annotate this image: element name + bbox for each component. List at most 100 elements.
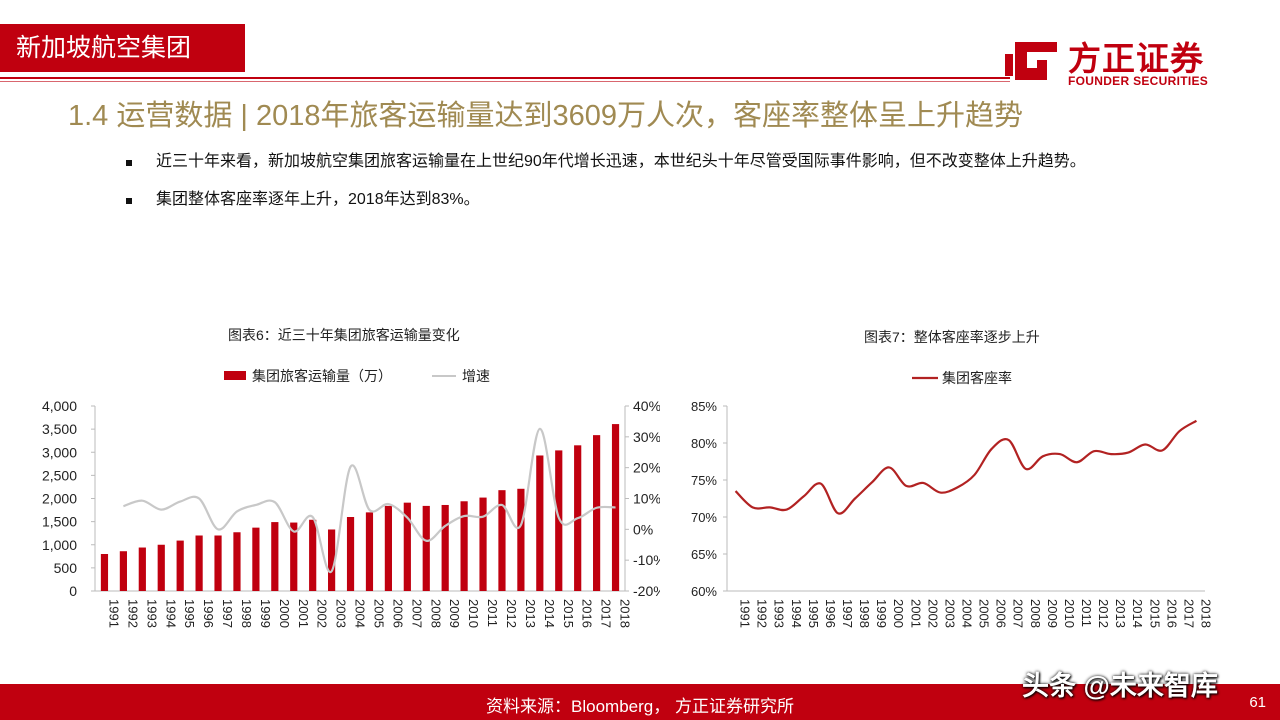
x-tick-label: 2013	[523, 599, 538, 628]
header-rule-thin	[0, 81, 1010, 82]
bar	[384, 505, 392, 591]
chart1-title: 图表6：近三十年集团旅客运输量变化	[228, 327, 460, 343]
x-tick-label: 2008	[1028, 599, 1043, 628]
legend-bar-label: 集团旅客运输量（万）	[252, 368, 392, 384]
x-tick-label: 1993	[772, 599, 787, 628]
bar	[290, 522, 298, 591]
bar	[176, 540, 184, 591]
x-tick-label: 2004	[353, 599, 368, 628]
x-tick-label: 2010	[466, 599, 481, 628]
x-tick-label: 1999	[874, 599, 889, 628]
y-tick-label: 65%	[691, 547, 717, 562]
founder-logo-icon	[1005, 42, 1057, 80]
bar	[214, 535, 222, 591]
x-tick-label: 2007	[409, 599, 424, 628]
x-tick-label: 2014	[1130, 599, 1145, 628]
x-tick-label: 2012	[1096, 599, 1111, 628]
x-tick-label: 2016	[1164, 599, 1179, 628]
y-tick-label-left: 1,000	[42, 537, 77, 553]
bar	[365, 512, 374, 591]
x-tick-label: 2016	[580, 599, 595, 628]
x-tick-label: 1998	[857, 599, 872, 628]
watermark: 头条 @未来智库	[1022, 671, 1218, 701]
x-tick-label: 2011	[1079, 599, 1094, 627]
y-tick-label-left: 4,000	[42, 398, 77, 414]
x-tick-label: 2000	[277, 599, 292, 628]
y-tick-label: 80%	[691, 436, 717, 451]
y-tick-label-left: 1,500	[42, 514, 77, 530]
x-tick-label: 2013	[1113, 599, 1128, 628]
x-tick-label: 1996	[823, 599, 838, 628]
x-tick-label: 2002	[925, 599, 940, 628]
bar	[517, 488, 525, 591]
legend-bar-swatch	[224, 371, 246, 380]
bullet-text: 近三十年来看，新加坡航空集团旅客运输量在上世纪90年代增长迅速，本世纪头十年尽管…	[156, 153, 1086, 170]
slide-title: 1.4 运营数据 | 2018年旅客运输量达到3609万人次，客座率整体呈上升趋…	[68, 100, 1024, 132]
bar	[422, 505, 430, 591]
y-tick-label: 85%	[691, 399, 717, 414]
y-tick-label-right: 40%	[633, 398, 660, 414]
y-tick-label-left: 0	[69, 583, 77, 599]
x-tick-label: 1995	[182, 599, 197, 628]
x-tick-label: 2003	[334, 599, 349, 628]
bar	[441, 504, 449, 591]
y-tick-label-right: 10%	[633, 491, 660, 507]
x-tick-label: 1998	[239, 599, 254, 628]
y-tick-label-left: 500	[54, 560, 78, 576]
bar	[233, 532, 241, 591]
bar	[157, 544, 165, 591]
y-tick-label-left: 3,000	[42, 444, 77, 460]
bar	[346, 517, 355, 591]
x-tick-label: 2015	[561, 599, 576, 628]
bar	[328, 529, 336, 591]
page-number: 61	[1249, 694, 1266, 711]
x-tick-label: 2014	[542, 599, 557, 628]
x-tick-label: 2009	[1045, 599, 1060, 628]
growth-line	[123, 427, 616, 573]
x-tick-label: 1992	[125, 599, 140, 628]
bar	[271, 522, 279, 591]
x-tick-label: 2006	[390, 599, 405, 628]
x-tick-label: 1999	[258, 599, 273, 628]
y-tick-label-left: 2,500	[42, 467, 77, 483]
x-tick-label: 2018	[1198, 599, 1213, 628]
y-tick-label-left: 3,500	[42, 421, 77, 437]
x-tick-label: 2005	[977, 599, 992, 628]
x-tick-label: 2010	[1062, 599, 1077, 628]
bar	[195, 535, 203, 591]
x-tick-label: 2007	[1011, 599, 1026, 628]
bar	[119, 551, 127, 591]
x-tick-label: 1991	[106, 599, 121, 628]
bullet-square-icon	[126, 160, 132, 166]
bullet-square-icon	[126, 198, 132, 204]
header-band	[0, 24, 245, 72]
y-tick-label: 60%	[691, 584, 717, 599]
x-tick-label: 2000	[891, 599, 906, 628]
legend-line-label: 集团客座率	[942, 370, 1012, 386]
x-tick-label: 2008	[428, 599, 443, 628]
logo-cn: 方正证券	[1068, 40, 1204, 77]
bar	[403, 502, 411, 591]
bar	[555, 450, 563, 591]
y-tick-label-right: 0%	[633, 521, 653, 537]
x-tick-label: 2002	[315, 599, 330, 628]
bar	[100, 554, 109, 591]
x-tick-label: 2005	[371, 599, 386, 628]
x-tick-label: 2011	[485, 599, 500, 627]
y-tick-label: 75%	[691, 473, 717, 488]
x-tick-label: 2003	[942, 599, 957, 628]
x-tick-label: 2006	[994, 599, 1009, 628]
bullet-list: 近三十年来看，新加坡航空集团旅客运输量在上世纪90年代增长迅速，本世纪头十年尽管…	[126, 150, 1136, 226]
x-tick-label: 1997	[840, 599, 855, 628]
y-tick-label-right: -10%	[633, 552, 660, 568]
y-tick-label-right: 30%	[633, 429, 660, 445]
x-tick-label: 2012	[504, 599, 519, 628]
bullet-text: 集团整体客座率逐年上升，2018年达到83%。	[156, 191, 480, 208]
x-tick-label: 2017	[599, 599, 614, 628]
x-tick-label: 1994	[789, 599, 804, 628]
bullet-item: 近三十年来看，新加坡航空集团旅客运输量在上世纪90年代增长迅速，本世纪头十年尽管…	[126, 150, 1136, 174]
x-tick-label: 1997	[220, 599, 235, 628]
bar	[138, 547, 146, 591]
bar	[252, 527, 260, 591]
bar	[593, 435, 601, 591]
